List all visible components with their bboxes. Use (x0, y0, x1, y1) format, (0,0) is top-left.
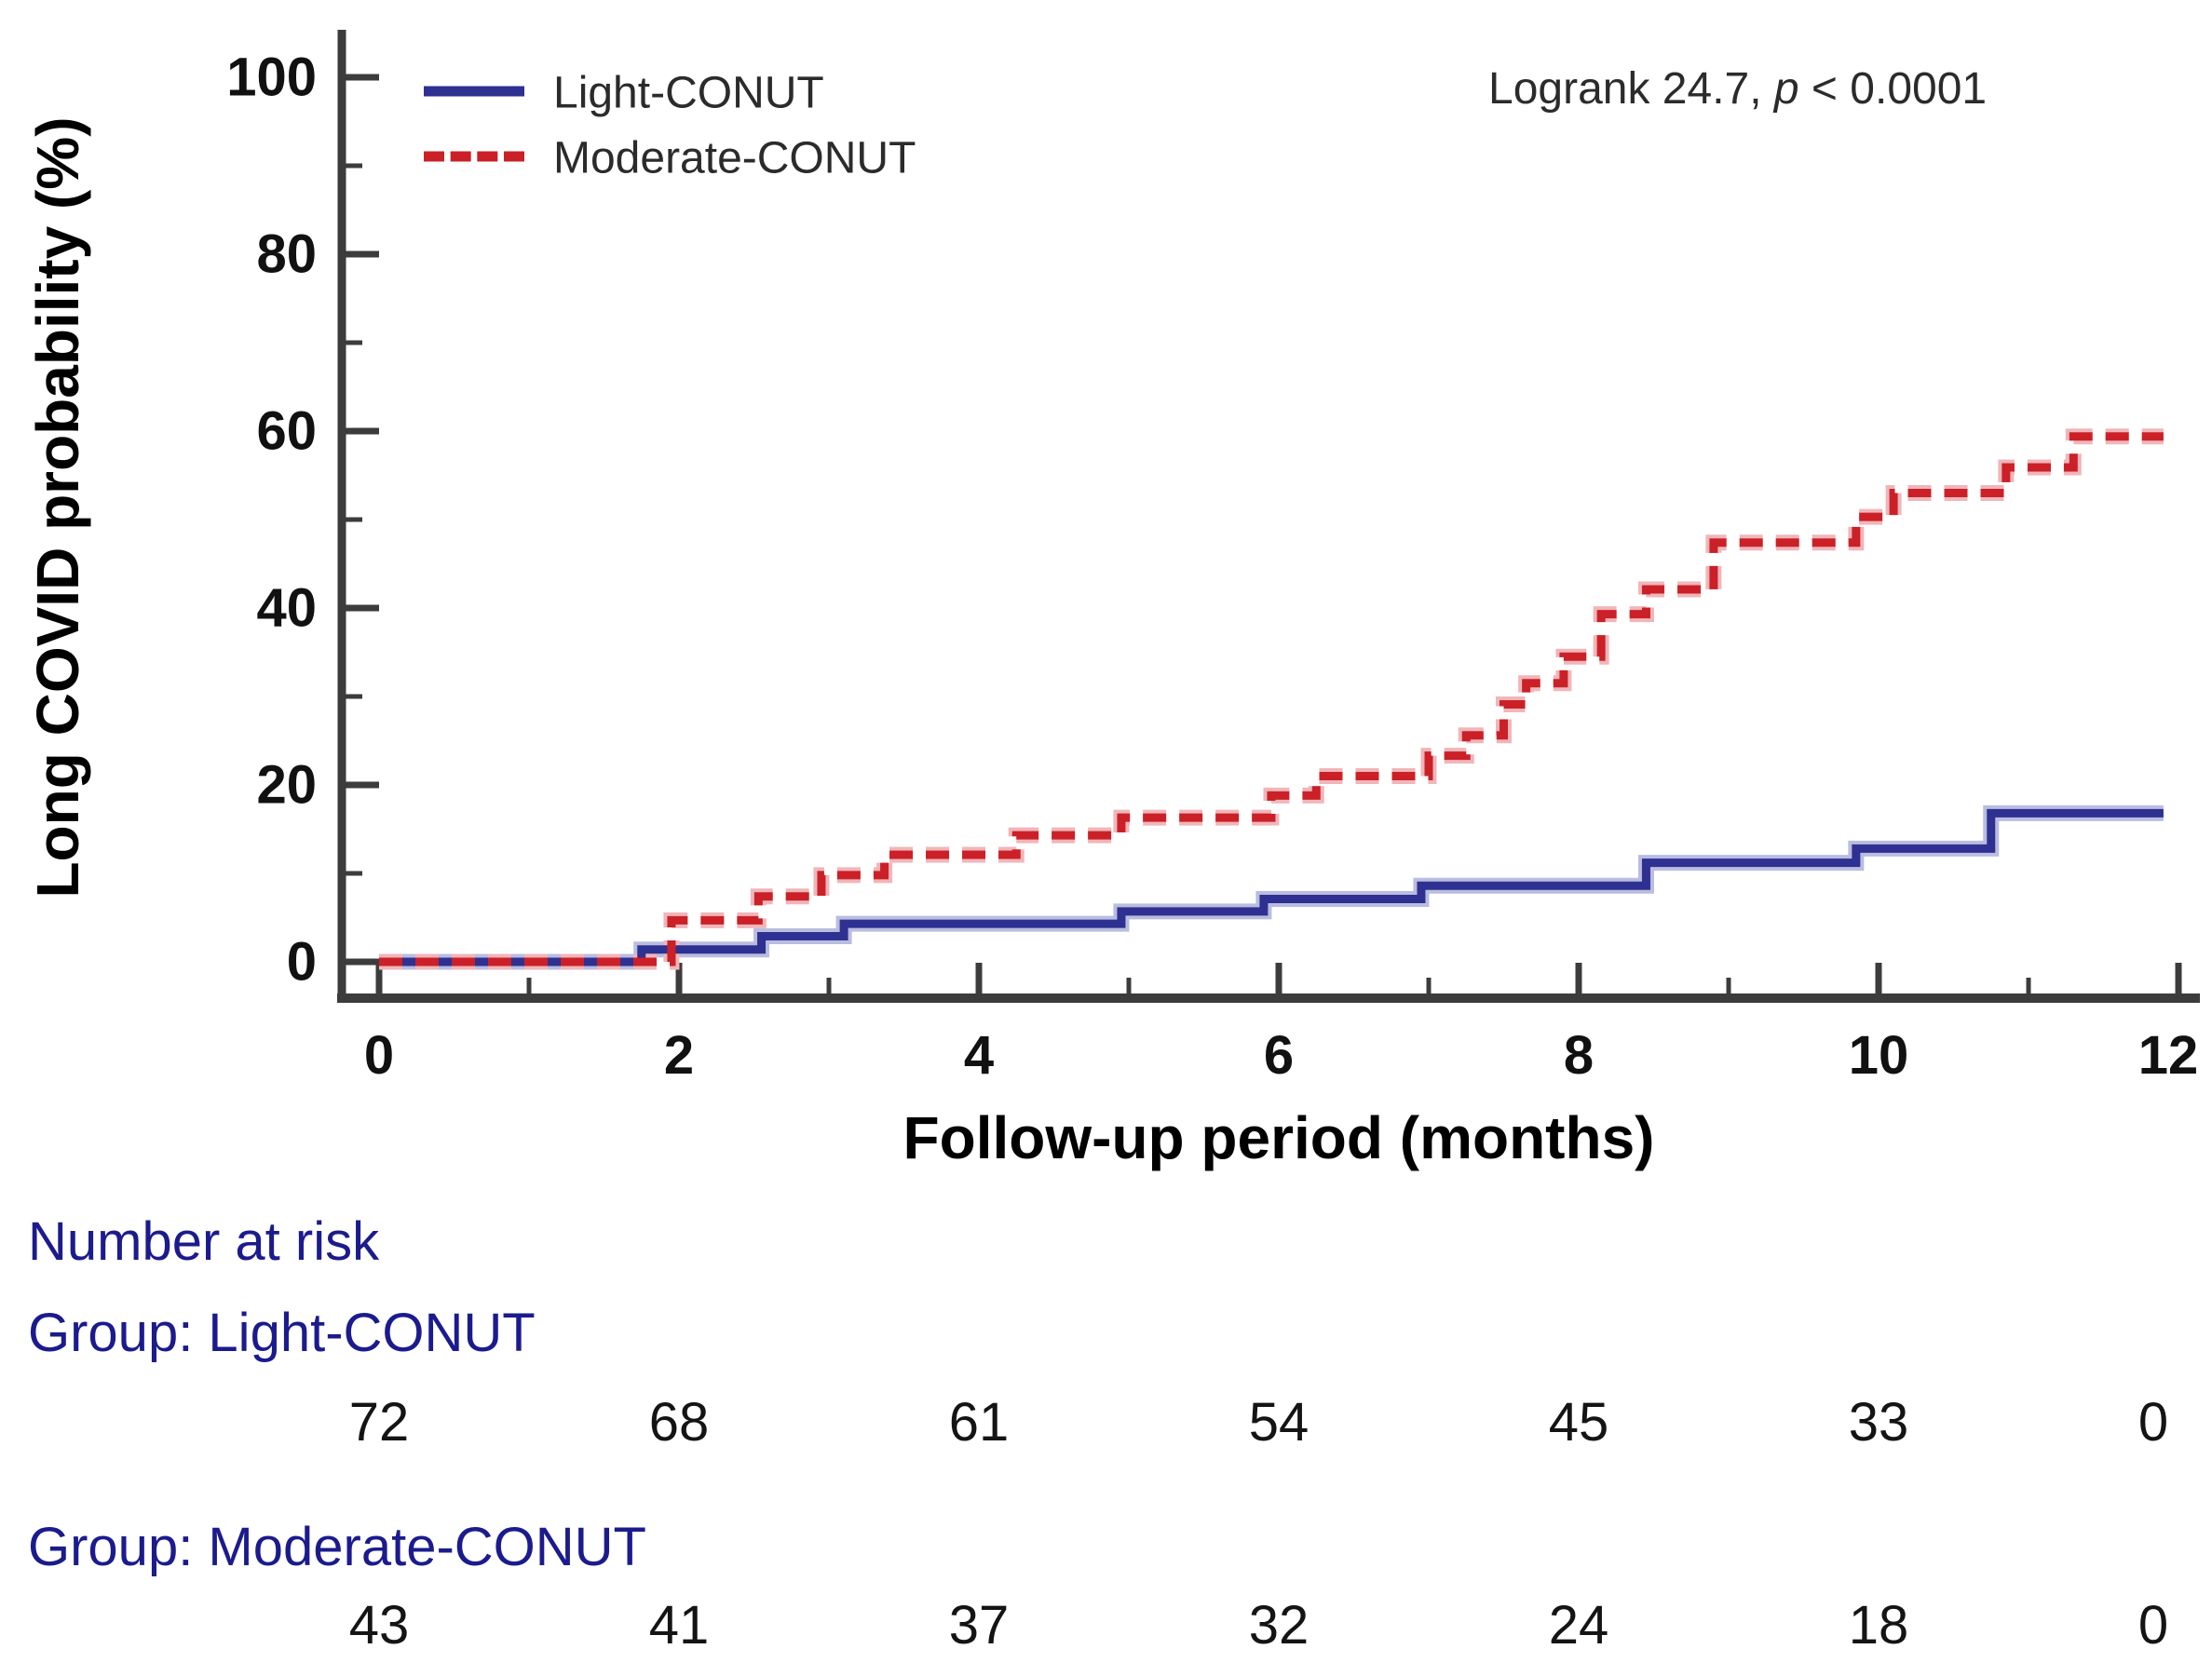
y-axis-title: Long COVID probability (%) (24, 116, 91, 899)
x-axis-title: Follow-up period (months) (902, 1104, 1655, 1171)
at-risk-value: 72 (348, 1392, 410, 1453)
y-tick-label: 0 (286, 931, 317, 993)
x-tick-label: 0 (363, 1025, 395, 1086)
at-risk-value: 0 (2137, 1595, 2169, 1656)
legend-label-moderate-conut: Moderate-CONUT (553, 133, 916, 183)
at-risk-value: 61 (948, 1392, 1010, 1453)
at-risk-value: 68 (648, 1392, 710, 1453)
x-tick-label: 2 (663, 1025, 695, 1086)
at-risk-group-label-light: Group: Light-CONUT (28, 1303, 536, 1363)
curve-halo-light-conut (379, 804, 2164, 970)
legend-line-moderate-conut (424, 151, 524, 162)
y-tick-label: 60 (256, 400, 317, 462)
at-risk-value: 41 (648, 1595, 710, 1656)
x-tick-label: 10 (1848, 1025, 1909, 1086)
at-risk-value: 0 (2137, 1392, 2169, 1453)
curve-moderate-conut (379, 432, 2164, 966)
legend-line-light-conut (424, 86, 524, 97)
at-risk-value: 37 (948, 1595, 1010, 1656)
number-at-risk-header: Number at risk (28, 1211, 380, 1272)
at-risk-value: 18 (1848, 1595, 1909, 1656)
y-tick-label: 80 (256, 223, 317, 285)
at-risk-value: 45 (1548, 1392, 1609, 1453)
logrank-p-value: < 0.0001 (1798, 64, 1988, 114)
x-tick-label: 12 (2137, 1025, 2199, 1086)
x-tick-label: 4 (963, 1025, 995, 1086)
at-risk-group-label-moderate: Group: Moderate-CONUT (28, 1517, 646, 1577)
at-risk-value: 33 (1848, 1392, 1909, 1453)
logrank-p-symbol: p (1773, 64, 1799, 114)
curve-halo-moderate-conut (379, 428, 2164, 970)
at-risk-value: 24 (1548, 1595, 1609, 1656)
at-risk-value: 43 (348, 1595, 410, 1656)
at-risk-value: 32 (1248, 1595, 1310, 1656)
curve-light-conut (379, 808, 2164, 966)
y-tick-label: 100 (226, 47, 317, 108)
y-tick-label: 20 (256, 754, 317, 816)
at-risk-value: 54 (1248, 1392, 1310, 1453)
x-tick-label: 6 (1263, 1025, 1295, 1086)
x-tick-label: 8 (1563, 1025, 1595, 1086)
y-tick-label: 40 (256, 577, 317, 639)
logrank-annotation: Logrank 24.7, p < 0.0001 (1488, 63, 1987, 115)
legend-label-light-conut: Light-CONUT (553, 68, 824, 118)
logrank-stat: Logrank 24.7, (1488, 64, 1774, 114)
